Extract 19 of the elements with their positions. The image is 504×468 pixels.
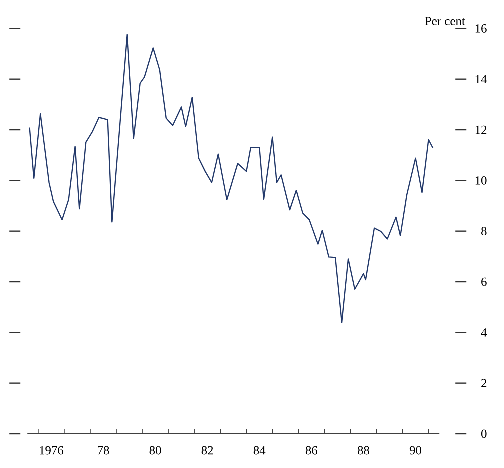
x-tick-label: 86 (306, 446, 318, 455)
x-tick-label: 80 (150, 446, 162, 455)
y-tick-label: 16 (476, 24, 487, 33)
x-tick-label: 78 (98, 446, 110, 455)
y-tick-label: 2 (482, 379, 487, 388)
y-tick-label: 12 (476, 126, 487, 134)
y-tick-label: 4 (481, 328, 488, 337)
y-tick-label: 6 (482, 278, 487, 286)
y-axis-title: Per cent (425, 17, 466, 26)
line-series (29, 34, 434, 324)
x-tick-label: 90 (410, 446, 422, 455)
y-tick-label: 10 (476, 176, 487, 185)
x-tick-label: 1976 (40, 446, 64, 455)
x-tick-label: 88 (358, 446, 370, 455)
y-tick-label: 0 (482, 430, 487, 438)
x-tick-label: 84 (254, 446, 266, 455)
y-tick-label: 14 (476, 75, 488, 84)
x-tick-label: 82 (202, 446, 214, 455)
y-tick-label: 8 (482, 227, 487, 236)
